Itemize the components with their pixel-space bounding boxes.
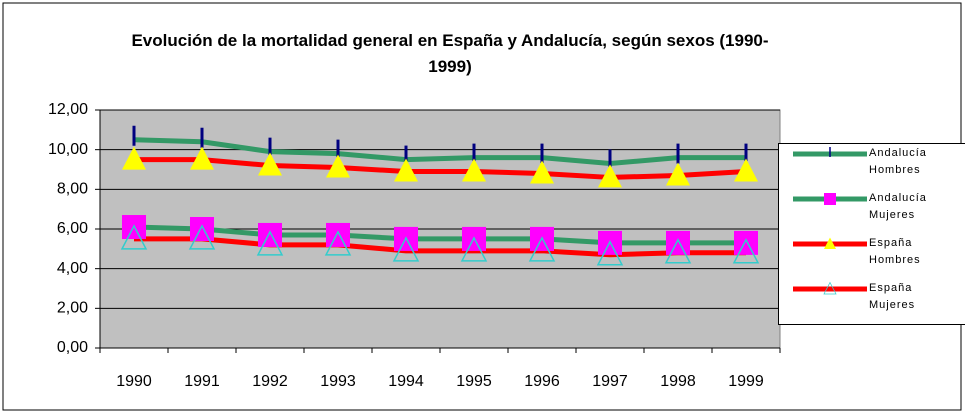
marker — [666, 230, 690, 255]
legend-label: Andalucía Hombres — [869, 147, 927, 176]
x-tick-label: 1993 — [320, 373, 356, 390]
marker — [394, 158, 418, 182]
marker — [664, 238, 692, 264]
marker — [326, 154, 350, 178]
series-line — [133, 224, 746, 246]
marker — [666, 162, 690, 186]
y-tick-label: 6,00 — [57, 220, 88, 237]
x-tick-label: 1996 — [524, 373, 560, 390]
marker — [190, 146, 214, 170]
series-line — [134, 236, 746, 258]
marker — [732, 238, 760, 264]
legend-label: España Hombres — [869, 237, 921, 266]
series-line — [134, 157, 747, 180]
legend-label: España Mujeres — [869, 282, 916, 311]
x-tick-label: 1994 — [388, 373, 424, 390]
marker — [528, 236, 556, 262]
marker — [324, 230, 352, 256]
marker — [120, 224, 148, 250]
marker — [596, 240, 624, 266]
marker — [530, 160, 554, 184]
legend: Andalucía Hombres Andalucía Mujeres España… — [778, 143, 965, 325]
x-tick-label: 1995 — [456, 373, 492, 390]
x-tick-label: 1997 — [592, 373, 628, 390]
marker — [824, 237, 836, 249]
marker — [122, 146, 146, 170]
y-tick-label: 12,00 — [48, 101, 88, 118]
x-tick-label: 1991 — [184, 373, 220, 390]
marker — [824, 193, 836, 205]
chart-title: Evolución de la mortalidad general en Es… — [131, 31, 769, 76]
marker — [598, 164, 622, 188]
marker — [460, 236, 488, 262]
y-tick-label: 2,00 — [57, 300, 88, 317]
marker — [258, 222, 282, 247]
series-line — [133, 137, 746, 167]
marker — [190, 217, 214, 241]
y-tick-label: 10,00 — [48, 141, 88, 158]
y-tick-label: 8,00 — [57, 181, 88, 198]
x-tick-label: 1999 — [728, 373, 764, 390]
marker — [734, 230, 758, 255]
marker — [258, 152, 282, 176]
y-tick-label: 4,00 — [57, 260, 88, 277]
legend-label: Andalucía Mujeres — [869, 192, 927, 221]
marker — [256, 230, 284, 256]
marker — [462, 158, 486, 182]
x-tick-label: 1990 — [116, 373, 152, 390]
marker — [823, 281, 837, 295]
marker — [188, 224, 216, 250]
y-tick-label: 0,00 — [57, 339, 88, 356]
marker — [392, 236, 420, 262]
marker — [326, 222, 350, 247]
x-tick-label: 1998 — [660, 373, 696, 390]
legend-svg — [793, 147, 867, 295]
x-tick-label: 1992 — [252, 373, 288, 390]
marker — [734, 158, 758, 182]
